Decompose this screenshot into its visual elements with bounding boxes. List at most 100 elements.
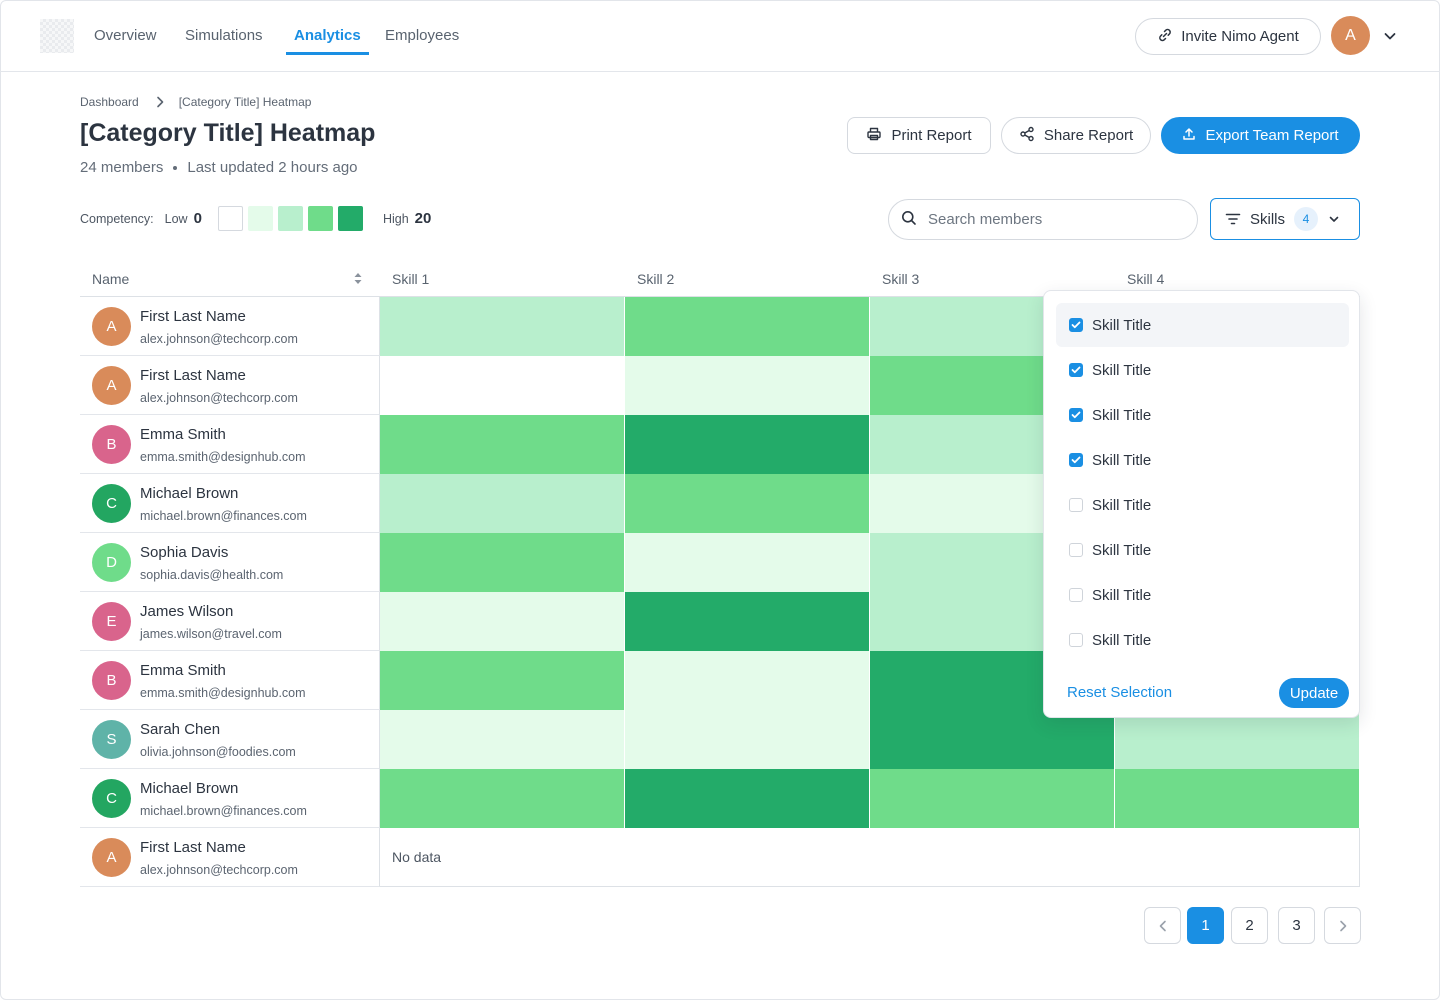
table-row[interactable]: D Sophia Davis sophia.davis@health.com [80,533,380,592]
next-page-button[interactable] [1324,907,1361,944]
prev-page-button[interactable] [1144,907,1181,944]
heatmap-cell[interactable] [625,415,869,474]
table-row[interactable]: S Sarah Chen olivia.johnson@foodies.com [80,710,380,769]
nav-link-simulations[interactable]: Simulations [185,27,263,44]
column-header-skill-2: Skill 2 [637,271,675,287]
checkbox[interactable] [1069,453,1083,467]
heatmap-cell[interactable] [625,356,869,415]
top-navbar: Overview Simulations Analytics Employees… [0,0,1440,72]
checkbox[interactable] [1069,363,1083,377]
column-header-name[interactable]: Name [92,271,130,287]
skill-option[interactable]: Skill Title [1056,303,1349,347]
heatmap-cell[interactable] [625,651,869,710]
checkbox[interactable] [1069,588,1083,602]
table-row[interactable]: B Emma Smith emma.smith@designhub.com [80,415,380,474]
skill-option[interactable]: Skill Title [1056,618,1349,662]
export-team-report-label: Export Team Report [1205,127,1339,144]
nav-link-analytics[interactable]: Analytics [286,0,369,72]
table-row[interactable]: C Michael Brown michael.brown@finances.c… [80,474,380,533]
heatmap-cell[interactable] [625,533,869,592]
member-email: alex.johnson@techcorp.com [140,391,298,405]
checkbox[interactable] [1069,633,1083,647]
checkbox[interactable] [1069,318,1083,332]
heatmap-cell[interactable] [380,356,624,415]
page-title: [Category Title] Heatmap [80,119,376,147]
table-row[interactable]: A First Last Name alex.johnson@techcorp.… [80,356,380,415]
table-row[interactable]: E James Wilson james.wilson@travel.com [80,592,380,651]
legend-label: Competency: [80,211,154,226]
heatmap-cell[interactable] [625,474,869,533]
table-row[interactable]: B Emma Smith emma.smith@designhub.com [80,651,380,710]
member-count: 24 members [80,159,164,176]
checkbox[interactable] [1069,408,1083,422]
page-subtitle: 24 members Last updated 2 hours ago [80,159,358,176]
member-email: sophia.davis@health.com [140,568,284,582]
print-report-label: Print Report [891,127,972,144]
heatmap-cell[interactable] [625,297,869,356]
table-row[interactable]: C Michael Brown michael.brown@finances.c… [80,769,380,828]
reset-selection-link[interactable]: Reset Selection [1067,684,1173,701]
table-row[interactable]: A First Last Name alex.johnson@techcorp.… [80,828,380,887]
skill-option-label: Skill Title [1092,451,1152,469]
column-header-skill-1: Skill 1 [392,271,430,287]
page-button-3[interactable]: 3 [1278,907,1315,944]
heatmap-cell[interactable] [380,415,624,474]
skills-filter-button[interactable]: Skills 4 [1210,198,1360,240]
user-avatar[interactable]: A [1331,16,1370,55]
page-button-2[interactable]: 2 [1231,907,1268,944]
member-email: emma.smith@designhub.com [140,686,306,700]
heatmap-cell[interactable] [380,533,624,592]
heatmap-cell[interactable] [380,297,624,356]
checkbox[interactable] [1069,498,1083,512]
member-name: James Wilson [140,603,234,620]
heatmap-cell[interactable] [1115,710,1359,769]
skill-option-label: Skill Title [1092,541,1152,559]
member-avatar: A [92,366,131,405]
sort-icon[interactable] [354,272,362,288]
member-name: Michael Brown [140,485,239,502]
heatmap-cell[interactable] [870,769,1114,828]
checkbox[interactable] [1069,543,1083,557]
heatmap-cell[interactable] [380,710,624,769]
chevron-down-icon [1328,213,1340,225]
print-report-button[interactable]: Print Report [847,117,991,154]
member-name: Sarah Chen [140,721,221,738]
heatmap-cell[interactable] [380,474,624,533]
member-name: First Last Name [140,308,246,325]
skill-option[interactable]: Skill Title [1056,393,1349,437]
invite-agent-label: Invite Nimo Agent [1181,28,1299,45]
breadcrumb-dashboard-link[interactable]: Dashboard [80,95,139,109]
nav-link-employees[interactable]: Employees [385,27,460,44]
filter-icon [1225,213,1241,225]
logo[interactable] [40,19,74,53]
member-name: Michael Brown [140,780,239,797]
heatmap-cell[interactable] [870,710,1114,769]
legend-swatch [277,206,303,231]
breadcrumb: Dashboard [Category Title] Heatmap [80,95,311,109]
skill-option[interactable]: Skill Title [1056,348,1349,392]
table-header: Name Skill 1 Skill 2 Skill 3 Skill 4 [80,262,1360,297]
chevron-right-icon [155,96,165,108]
skills-count-badge: 4 [1294,207,1319,231]
chevron-down-icon[interactable] [1382,28,1398,49]
heatmap-cell[interactable] [1115,769,1359,828]
skill-option[interactable]: Skill Title [1056,438,1349,482]
skill-option[interactable]: Skill Title [1056,528,1349,572]
heatmap-cell[interactable] [380,592,624,651]
heatmap-cell[interactable] [625,769,869,828]
skill-option[interactable]: Skill Title [1056,573,1349,617]
heatmap-cell[interactable] [625,710,869,769]
update-button[interactable]: Update [1279,678,1349,708]
share-report-button[interactable]: Share Report [1001,117,1151,154]
invite-agent-button[interactable]: Invite Nimo Agent [1135,18,1321,55]
skill-option[interactable]: Skill Title [1056,483,1349,527]
member-avatar: C [92,484,131,523]
page-button-1[interactable]: 1 [1187,907,1224,944]
table-row[interactable]: A First Last Name alex.johnson@techcorp.… [80,297,380,356]
nav-link-overview[interactable]: Overview [94,27,157,44]
search-input[interactable]: Search members [888,199,1198,240]
heatmap-cell[interactable] [625,592,869,651]
heatmap-cell[interactable] [380,651,624,710]
heatmap-cell[interactable] [380,769,624,828]
export-team-report-button[interactable]: Export Team Report [1161,117,1360,154]
